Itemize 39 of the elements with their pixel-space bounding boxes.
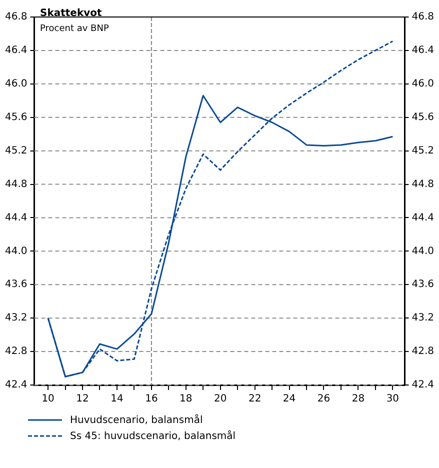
x-tick-label: 14 — [110, 394, 124, 405]
y2-tick-label: 46.4 — [412, 45, 434, 56]
x-tick-label: 30 — [386, 394, 400, 405]
y-tick-label: 43.6 — [5, 279, 28, 290]
y-tick-label: 46.8 — [5, 12, 28, 23]
x-tick-label: 16 — [145, 394, 158, 405]
y2-tick-label: 44.0 — [412, 246, 434, 257]
text: Procent av BNP — [40, 24, 109, 34]
x-tick-label: 22 — [248, 394, 262, 405]
y-tick-label: 42.4 — [5, 380, 28, 391]
y-tick-label: 46.4 — [5, 45, 28, 56]
chart-title: Skattekvot — [40, 8, 102, 19]
x-tick-label: 18 — [180, 394, 192, 405]
x-tick-label: 10 — [42, 394, 54, 405]
y-tick-label: 42.8 — [5, 346, 28, 358]
y2-tick-label: 46.0 — [412, 78, 434, 90]
x-tick-label: 26 — [317, 394, 330, 405]
y2-tick-label: 42.4 — [412, 380, 434, 391]
y2-tick-label: 44.4 — [412, 212, 434, 224]
legend-label: Ss 45: huvudscenario, balansmål — [70, 430, 236, 442]
x-tick-label: 28 — [352, 394, 365, 405]
y-tick-label: 44.8 — [5, 178, 28, 190]
y-tick-label: 46.0 — [5, 78, 28, 90]
y2-tick-label: 43.2 — [412, 312, 434, 324]
y2-tick-label: 42.8 — [412, 346, 434, 358]
y2-tick-label: 46.8 — [412, 12, 434, 23]
x-tick-label: 24 — [282, 394, 296, 405]
y-tick-label: 43.2 — [5, 312, 28, 324]
y2-tick-label: 43.6 — [412, 279, 434, 290]
y-tick-label: 44.0 — [5, 246, 28, 257]
y-tick-label: 45.6 — [5, 112, 28, 123]
legend-label: Huvudscenario, balansmål — [70, 414, 203, 426]
y-tick-label: 44.4 — [5, 212, 28, 224]
y2-tick-label: 45.2 — [412, 145, 434, 156]
x-tick-label: 12 — [76, 394, 89, 405]
y2-tick-label: 45.6 — [412, 112, 434, 123]
x-tick-label: 20 — [214, 394, 227, 405]
y-tick-label: 45.2 — [5, 145, 28, 156]
y2-tick-label: 44.8 — [412, 178, 434, 190]
